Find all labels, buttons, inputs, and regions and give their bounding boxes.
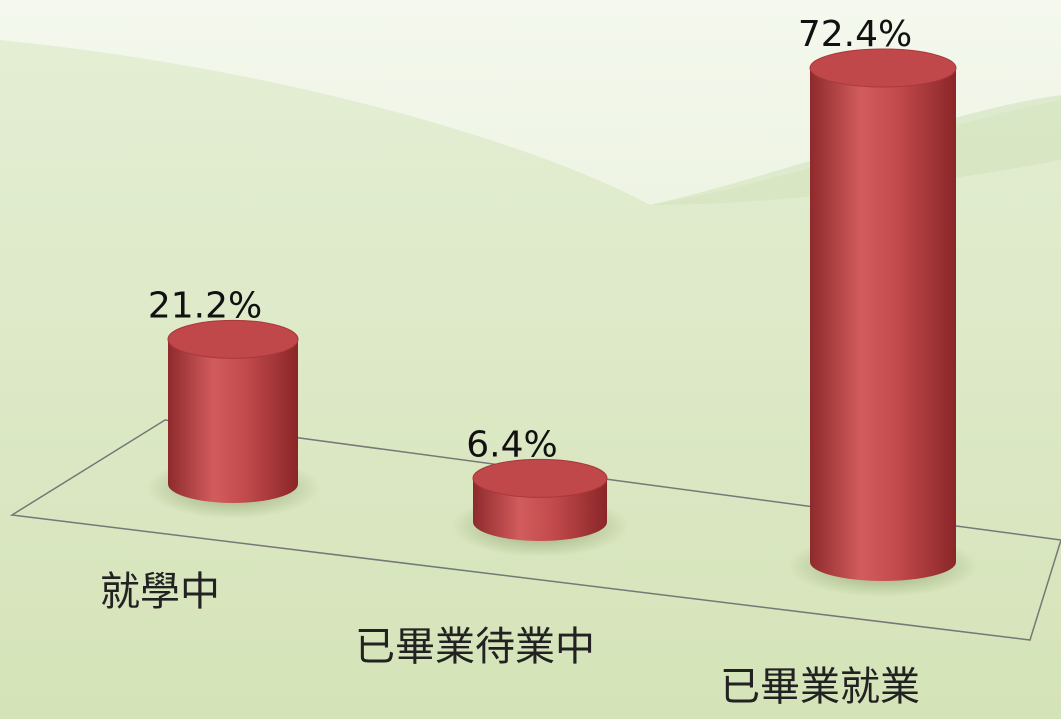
floor — [9, 419, 1061, 641]
category-label: 已畢業待業中 — [355, 624, 595, 670]
bar — [168, 339, 298, 503]
value-label: 6.4% — [466, 424, 557, 465]
bar — [810, 68, 956, 581]
value-label: 21.2% — [148, 285, 262, 326]
hill — [0, 40, 1061, 719]
value-label: 72.4% — [798, 14, 912, 55]
bar-top — [472, 458, 608, 498]
bar-top — [809, 48, 957, 88]
category-label: 已畢業就業 — [720, 664, 920, 710]
bar-top — [167, 319, 299, 359]
category-label: 就學中 — [100, 569, 220, 615]
